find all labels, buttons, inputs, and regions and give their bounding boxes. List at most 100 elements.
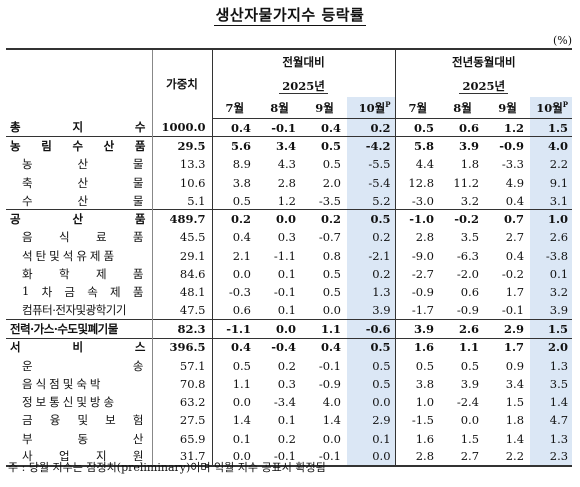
yoy-cell: 2.3 xyxy=(530,447,573,468)
table-row: 화 학 제 품 84.6 0.0 0.1 0.5 0.2 -2.7 -2.0 -0.2 0.1 xyxy=(6,264,573,284)
weight-cell: 1000.0 xyxy=(151,118,212,137)
yoy-cell: 1.1 xyxy=(440,337,486,357)
table-row: 석탄및석유제품 29.1 2.1 -1.1 0.8 -2.1 -9.0 -6.3 0.4 -3.8 xyxy=(6,246,573,265)
yoy-cell: 1.4 xyxy=(530,392,573,412)
weight-cell: 396.5 xyxy=(151,337,212,357)
mom-cell: -3.4 xyxy=(273,395,296,410)
table-row: 전력·가스·수도및폐기물 82.3 -1.1 0.0 1.1 -0.6 3.9 2.6 2.9 1… xyxy=(6,319,573,339)
yoy-cell: 11.2 xyxy=(453,175,480,190)
yoy-cell: 1.8 xyxy=(505,413,525,428)
mom-cell: -0.4 xyxy=(257,337,302,357)
mom-cell: 4.3 xyxy=(277,157,296,172)
yoy-cell: 3.4 xyxy=(505,376,525,391)
mom-cell: 1.4 xyxy=(322,413,341,428)
table-row: 농 림 수 산 품 29.5 5.6 3.4 0.5 -4.2 5.8 3.9 -0.9 4.0 xyxy=(6,136,573,156)
mom-cell: 0.5 xyxy=(211,356,257,375)
weight-cell: 29.1 xyxy=(151,246,212,265)
table-row: 총 지 수 1000.0 0.4 -0.1 0.4 0.2 0.5 0.6 1.2 1.5 xyxy=(6,118,573,137)
mom-cell: 0.0 xyxy=(257,319,302,339)
yoy-cell: 0.4 xyxy=(505,193,525,208)
yoy-cell: 3.2 xyxy=(460,193,480,208)
mom-cell: 3.4 xyxy=(257,136,302,156)
mom-cell: 2.0 xyxy=(322,175,341,190)
yoy-cell: 2.6 xyxy=(440,319,486,339)
yoy-cell: 1.0 xyxy=(530,209,573,229)
yoy-cell: 12.8 xyxy=(394,173,441,192)
mom-cell: 2.8 xyxy=(277,175,296,190)
yoy-cell: 0.5 xyxy=(394,356,441,375)
mom-cell: 0.4 xyxy=(302,337,347,357)
mom-cell: 0.0 xyxy=(347,392,396,412)
weight-cell: 57.1 xyxy=(151,356,212,375)
yoy-cell: -6.3 xyxy=(456,248,480,263)
yoy-cell: 5.8 xyxy=(394,136,441,156)
mom-cell: 0.5 xyxy=(322,285,341,300)
mom-cell: 3.8 xyxy=(211,173,257,192)
mom-cell: -0.1 xyxy=(302,447,347,468)
yoy-cell: 4.0 xyxy=(530,136,573,156)
mom-cell: 0.4 xyxy=(211,118,257,137)
weight-cell: 489.7 xyxy=(151,209,212,229)
mom-cell: 0.1 xyxy=(277,303,296,318)
mom-cell: 3.9 xyxy=(347,301,396,320)
table-body: 총 지 수 1000.0 0.4 -0.1 0.4 0.2 0.5 0.6 1.2 1.5 농 림 수 산 품 2… xyxy=(6,118,573,468)
mom-cell: -2.1 xyxy=(347,246,396,265)
mom-month-header-current: 10월P xyxy=(347,97,396,119)
mom-cell: -0.1 xyxy=(318,358,341,373)
yoy-cell: 2.7 xyxy=(505,230,525,245)
yoy-cell: 3.9 xyxy=(440,136,486,156)
yoy-cell: 3.8 xyxy=(394,374,441,393)
mom-cell: 0.1 xyxy=(277,413,296,428)
weight-cell: 70.8 xyxy=(151,374,212,393)
table-row: 음식점및숙박 70.8 1.1 0.3 -0.9 0.5 3.8 3.9 3.4 3.5 xyxy=(6,374,573,393)
weight-cell: 47.5 xyxy=(151,301,212,320)
table-row: 서 비 스 396.5 0.4 -0.4 0.4 0.5 1.6 1.1 1.7 2.0 xyxy=(6,337,573,357)
yoy-cell: -3.8 xyxy=(530,246,573,265)
mom-cell: 0.5 xyxy=(347,337,396,357)
table-row: 컴퓨터·전자및광학기기 47.5 0.6 0.1 0.0 3.9 -1.7 -0.9 -0.1 3… xyxy=(6,301,573,320)
mom-cell: -4.2 xyxy=(347,136,396,156)
mom-cell: 0.5 xyxy=(322,267,341,282)
mom-cell: 0.0 xyxy=(211,264,257,284)
yoy-month-header: 7월 xyxy=(394,97,441,119)
mom-month-header: 9월 xyxy=(302,97,347,119)
yoy-cell: 2.2 xyxy=(485,447,531,468)
yoy-cell: 0.0 xyxy=(460,413,480,428)
yoy-cell: 4.7 xyxy=(530,411,573,430)
mom-cell: 5.6 xyxy=(211,136,257,156)
weight-header: 가중치 xyxy=(151,48,212,119)
yoy-cell: 1.2 xyxy=(504,120,525,135)
yoy-cell: 1.0 xyxy=(394,392,441,412)
yoy-cell: 1.7 xyxy=(485,337,531,357)
yoy-cell: 1.5 xyxy=(530,118,573,137)
yoy-cell: 0.5 xyxy=(460,358,480,373)
yoy-cell: -0.9 xyxy=(394,283,441,302)
yoy-cell: 0.5 xyxy=(394,118,441,137)
yoy-cell: 0.1 xyxy=(530,264,573,284)
mom-cell: 2.9 xyxy=(347,411,396,430)
yoy-cell: 0.6 xyxy=(459,120,480,135)
row-label: 정보통신및방송 xyxy=(22,395,118,410)
mom-cell: 5.2 xyxy=(347,191,396,210)
mom-cell: 0.8 xyxy=(322,248,341,263)
table-title: 생산자물가지수 등락률 xyxy=(213,6,367,26)
mom-cell: 0.0 xyxy=(211,392,257,412)
yoy-cell: -1.5 xyxy=(394,411,441,430)
mom-cell: -0.1 xyxy=(273,285,296,300)
yoy-cell: -2.0 xyxy=(456,267,480,282)
mom-cell: 0.2 xyxy=(302,209,347,229)
mom-cell: 0.5 xyxy=(302,136,347,156)
yoy-cell: 3.5 xyxy=(530,374,573,393)
mom-cell: 0.5 xyxy=(347,374,396,393)
yoy-cell: 3.9 xyxy=(460,376,480,391)
mom-cell: 1.3 xyxy=(347,283,396,302)
